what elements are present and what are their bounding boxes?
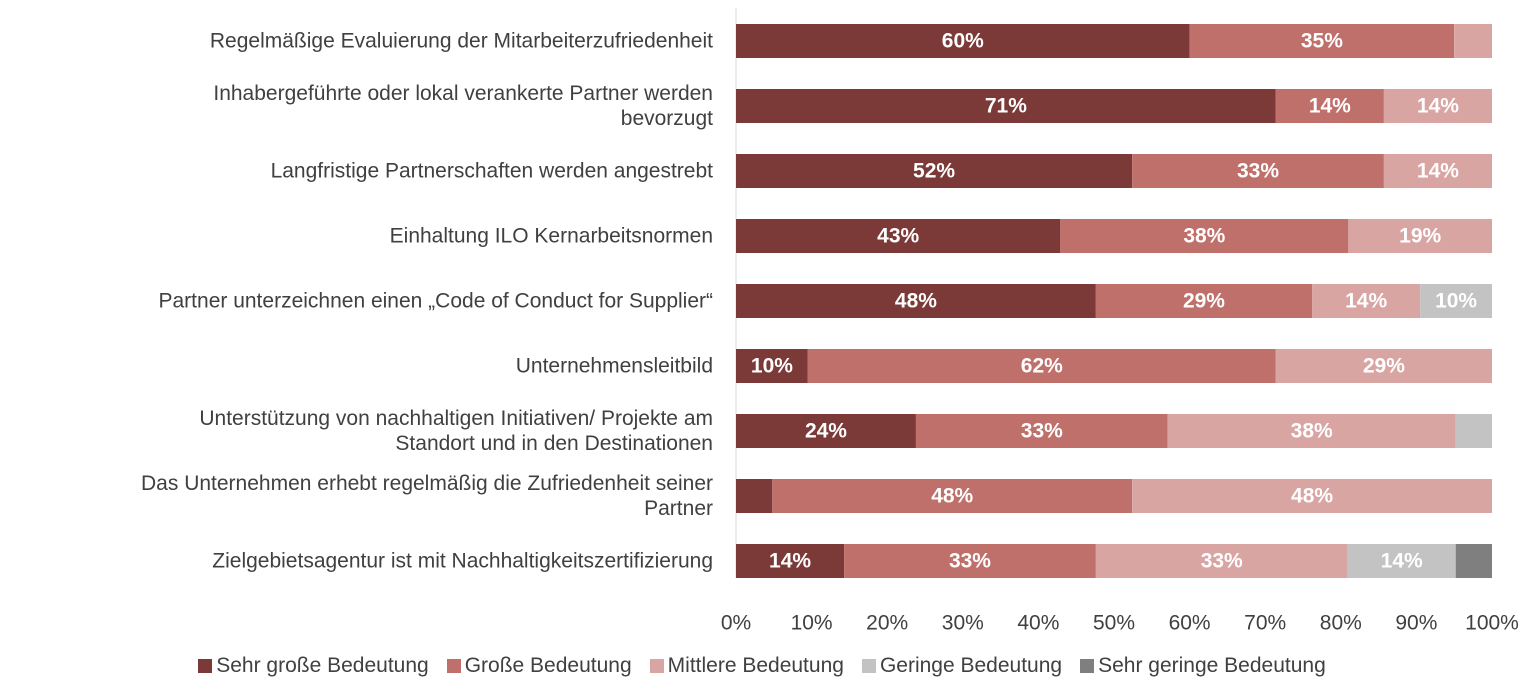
- category-label: Unternehmensleitbild: [515, 354, 713, 378]
- data-label: 19%: [1399, 225, 1441, 248]
- data-label: 52%: [913, 160, 955, 183]
- legend-item: Mittlere Bedeutung: [649, 654, 844, 678]
- data-label: 43%: [877, 225, 919, 248]
- bar-segment: [1167, 414, 1456, 448]
- data-label: 29%: [1183, 290, 1225, 313]
- x-tick-label: 60%: [1169, 612, 1211, 635]
- legend-label: Sehr große Bedeutung: [216, 654, 429, 677]
- legend-label: Geringe Bedeutung: [879, 654, 1063, 677]
- data-label: 10%: [751, 355, 793, 378]
- data-label: 14%: [1417, 160, 1459, 183]
- bar-segment: [736, 414, 916, 448]
- legend-item: Sehr große Bedeutung: [198, 654, 429, 678]
- data-label: 33%: [949, 550, 991, 573]
- data-label: 38%: [1183, 225, 1225, 248]
- x-tick-label: 100%: [1465, 612, 1519, 635]
- bar-segment: [772, 479, 1133, 513]
- legend-item: Große Bedeutung: [446, 654, 632, 678]
- bar-segment: [1189, 24, 1455, 58]
- bar-segment: [736, 284, 1096, 318]
- bar-segment: [807, 349, 1276, 383]
- data-label: 14%: [1309, 95, 1351, 118]
- bar-segment: [1420, 284, 1492, 318]
- data-label: 60%: [942, 30, 984, 53]
- data-label: 35%: [1301, 30, 1343, 53]
- data-label: 14%: [1345, 290, 1387, 313]
- category-label: Langfristige Partnerschaften werden ange…: [270, 159, 713, 183]
- data-label: 71%: [985, 95, 1027, 118]
- bar-segment: [1347, 544, 1456, 578]
- x-tick-label: 20%: [866, 612, 908, 635]
- legend-swatch: [649, 659, 664, 673]
- bar-segment: [1275, 89, 1384, 123]
- x-tick-label: 70%: [1244, 612, 1286, 635]
- bar-segment: [1060, 219, 1349, 253]
- data-label: 10%: [1435, 290, 1477, 313]
- data-label: 14%: [1381, 550, 1423, 573]
- bar-segment: [844, 544, 1096, 578]
- category-label: Einhaltung ILO Kernarbeitsnormen: [389, 224, 713, 248]
- bar-segment: [1275, 349, 1492, 383]
- legend-swatch: [1080, 659, 1095, 673]
- data-label: 62%: [1021, 355, 1063, 378]
- x-tick-label: 10%: [791, 612, 833, 635]
- data-label: 24%: [805, 420, 847, 443]
- bar-segment: [1383, 154, 1492, 188]
- x-tick-label: 80%: [1320, 612, 1362, 635]
- data-label: 14%: [769, 550, 811, 573]
- legend-swatch: [446, 659, 461, 673]
- bar-segment: [736, 219, 1061, 253]
- bar-segment: [1312, 284, 1421, 318]
- bar-segment: [736, 349, 808, 383]
- data-label: 33%: [1237, 160, 1279, 183]
- data-label: 14%: [1417, 95, 1459, 118]
- data-label: 48%: [1291, 485, 1333, 508]
- x-tick-label: 90%: [1395, 612, 1437, 635]
- bar-segment: [736, 544, 845, 578]
- category-label: Partner unterzeichnen einen „Code of Con…: [158, 289, 714, 313]
- bar-segment: [1454, 24, 1492, 58]
- data-label: 38%: [1291, 420, 1333, 443]
- legend-label: Mittlere Bedeutung: [667, 654, 844, 677]
- bar-segment: [1455, 544, 1492, 578]
- legend-item: Sehr geringe Bedeutung: [1080, 654, 1326, 678]
- x-tick-label: 50%: [1093, 612, 1135, 635]
- category-label: Zielgebietsagentur ist mit Nachhaltigkei…: [212, 549, 713, 573]
- category-label: Inhabergeführte oder lokal verankerte Pa…: [213, 82, 713, 130]
- bar-segment: [1132, 479, 1492, 513]
- bar-segment: [736, 154, 1133, 188]
- legend-label: Sehr geringe Bedeutung: [1098, 654, 1326, 677]
- data-label: 33%: [1021, 420, 1063, 443]
- data-label: 48%: [931, 485, 973, 508]
- category-label: Unterstützung von nachhaltigen Initiativ…: [199, 407, 713, 455]
- bar-segment: [1095, 544, 1348, 578]
- legend-swatch: [198, 659, 213, 673]
- category-label: Das Unternehmen erhebt regelmäßig die Zu…: [141, 472, 713, 520]
- bar-segment: [736, 89, 1276, 123]
- data-label: 48%: [895, 290, 937, 313]
- legend-item: Geringe Bedeutung: [861, 654, 1063, 678]
- legend: Sehr große Bedeutung Große Bedeutung Mittl…: [0, 654, 1524, 678]
- data-label: 33%: [1201, 550, 1243, 573]
- bar-segment: [736, 479, 773, 513]
- bar-segment: [1455, 414, 1492, 448]
- bar-segment: [1095, 284, 1313, 318]
- bar-segment: [915, 414, 1168, 448]
- bar-segment: [1132, 154, 1384, 188]
- x-tick-label: 40%: [1017, 612, 1059, 635]
- bar-segment: [736, 24, 1190, 58]
- x-tick-label: 0%: [721, 612, 751, 635]
- x-tick-label: 30%: [942, 612, 984, 635]
- legend-swatch: [861, 659, 876, 673]
- data-label: 29%: [1363, 355, 1405, 378]
- legend-label: Große Bedeutung: [464, 654, 632, 677]
- bar-segment: [1348, 219, 1492, 253]
- category-label: Regelmäßige Evaluierung der Mitarbeiterz…: [209, 29, 713, 53]
- bar-segment: [1383, 89, 1492, 123]
